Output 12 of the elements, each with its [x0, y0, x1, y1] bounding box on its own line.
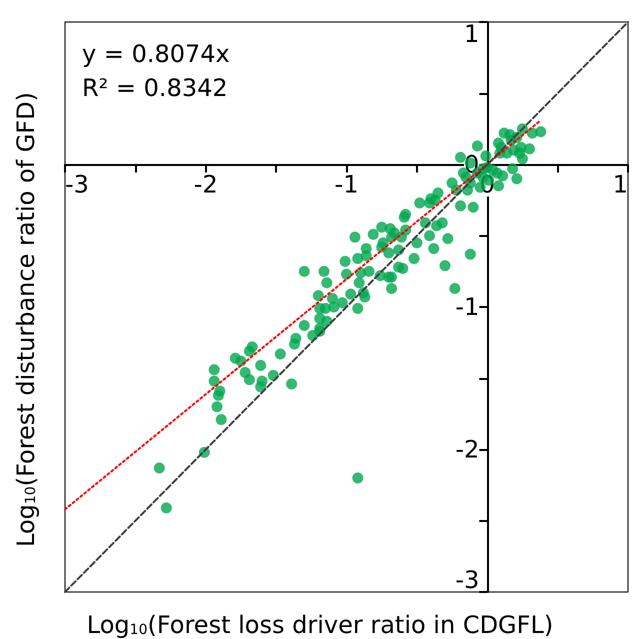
y-tick-label: -2	[455, 436, 480, 464]
y-tick-label: 1	[464, 20, 480, 48]
x-axis-title: Log10(Forest loss driver ratio in CDGFL)	[86, 611, 554, 639]
x-tick-label: -2	[194, 170, 218, 198]
x-tick-label: 1	[612, 170, 628, 198]
y-tick-label: -1	[455, 293, 480, 321]
annotation: y = 0.8074x	[82, 40, 230, 68]
x-tick-label: -1	[334, 170, 358, 198]
x-tick-label: -3	[65, 170, 89, 198]
y-axis-title: Log10(Forest disturbance ratio of GFD)	[12, 92, 40, 547]
y-tick-label: -3	[455, 566, 480, 594]
annotation: R² = 0.8342	[82, 74, 228, 102]
